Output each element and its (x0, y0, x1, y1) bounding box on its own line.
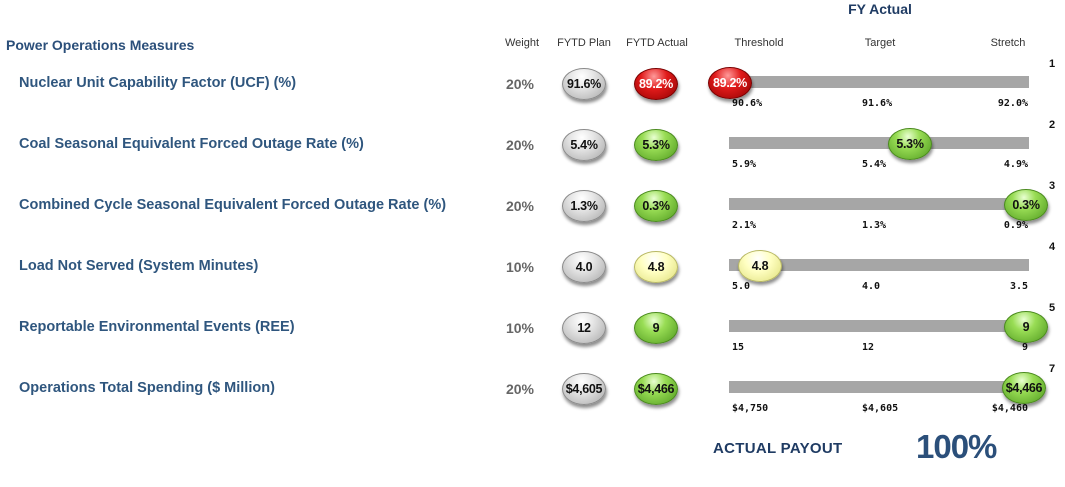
measure-weight: 10% (505, 320, 535, 336)
rank-number: 3 (1049, 180, 1056, 192)
plan-bubble: 91.6% (562, 68, 606, 100)
measure-label: Coal Seasonal Equivalent Forced Outage R… (19, 136, 364, 152)
actual-payout-label: ACTUAL PAYOUT (713, 440, 843, 457)
measure-weight: 20% (505, 381, 535, 397)
fy-actual-marker: $4,466 (1002, 372, 1046, 404)
rank-number: 4 (1049, 241, 1056, 253)
plan-bubble: 1.3% (562, 190, 606, 222)
actual-bubble: 89.2% (634, 68, 678, 100)
measure-label: Combined Cycle Seasonal Equivalent Force… (19, 197, 447, 213)
measure-label: Nuclear Unit Capability Factor (UCF) (%) (19, 75, 297, 91)
measure-weight: 20% (505, 198, 535, 214)
actual-bubble: $4,466 (634, 373, 678, 405)
col-header-threshold: Threshold (734, 37, 784, 49)
fy-actual-marker: 9 (1004, 311, 1048, 343)
progress-track (729, 137, 1029, 149)
rank-number: 7 (1049, 363, 1056, 375)
col-header-actual: FYTD Actual (626, 37, 688, 49)
rank-number: 2 (1049, 119, 1056, 131)
target-value: 1.3% (862, 220, 887, 231)
stretch-value: 0.9% (1003, 220, 1028, 231)
col-header-target: Target (864, 37, 896, 49)
measure-label: Operations Total Spending ($ Million) (19, 380, 275, 396)
col-header-weight: Weight (504, 37, 540, 49)
stretch-value: 4.9% (1003, 159, 1028, 170)
target-value: $4,605 (862, 403, 899, 414)
threshold-value: 15 (732, 342, 745, 353)
fy-actual-header: FY Actual (848, 1, 912, 17)
progress-track (729, 381, 1029, 393)
threshold-value: 5.9% (732, 159, 757, 170)
measure-weight: 20% (505, 76, 535, 92)
rank-number: 5 (1049, 302, 1056, 314)
progress-track (729, 320, 1029, 332)
plan-bubble: 4.0 (562, 251, 606, 283)
target-value: 5.4% (862, 159, 887, 170)
stretch-value: $4,460 (991, 403, 1028, 414)
target-value: 4.0 (862, 281, 881, 292)
threshold-value: $4,750 (732, 403, 769, 414)
plan-bubble: $4,605 (562, 373, 606, 405)
threshold-value: 90.6% (732, 98, 763, 109)
actual-bubble: 4.8 (634, 251, 678, 283)
fy-actual-marker: 4.8 (738, 250, 782, 282)
section-title: Power Operations Measures (6, 37, 195, 53)
progress-track (729, 259, 1029, 271)
col-header-stretch: Stretch (990, 37, 1026, 49)
actual-payout-value: 100% (916, 428, 997, 465)
target-value: 91.6% (862, 98, 893, 109)
fy-actual-marker: 89.2% (708, 67, 752, 99)
actual-bubble: 5.3% (634, 129, 678, 161)
stretch-value: 9 (1021, 342, 1028, 353)
measure-weight: 20% (505, 137, 535, 153)
col-header-plan: FYTD Plan (557, 37, 611, 49)
progress-track (729, 198, 1029, 210)
stretch-value: 3.5 (1009, 281, 1028, 292)
measure-label: Load Not Served (System Minutes) (19, 258, 259, 274)
plan-bubble: 12 (562, 312, 606, 344)
threshold-value: 5.0 (732, 281, 751, 292)
actual-bubble: 0.3% (634, 190, 678, 222)
actual-bubble: 9 (634, 312, 678, 344)
progress-track (729, 76, 1029, 88)
target-value: 12 (862, 342, 875, 353)
fy-actual-marker: 5.3% (888, 128, 932, 160)
threshold-value: 2.1% (732, 220, 757, 231)
plan-bubble: 5.4% (562, 129, 606, 161)
rank-number: 1 (1049, 58, 1056, 70)
measure-weight: 10% (505, 259, 535, 275)
fy-actual-marker: 0.3% (1004, 189, 1048, 221)
stretch-value: 92.0% (997, 98, 1028, 109)
measure-label: Reportable Environmental Events (REE) (19, 319, 295, 335)
